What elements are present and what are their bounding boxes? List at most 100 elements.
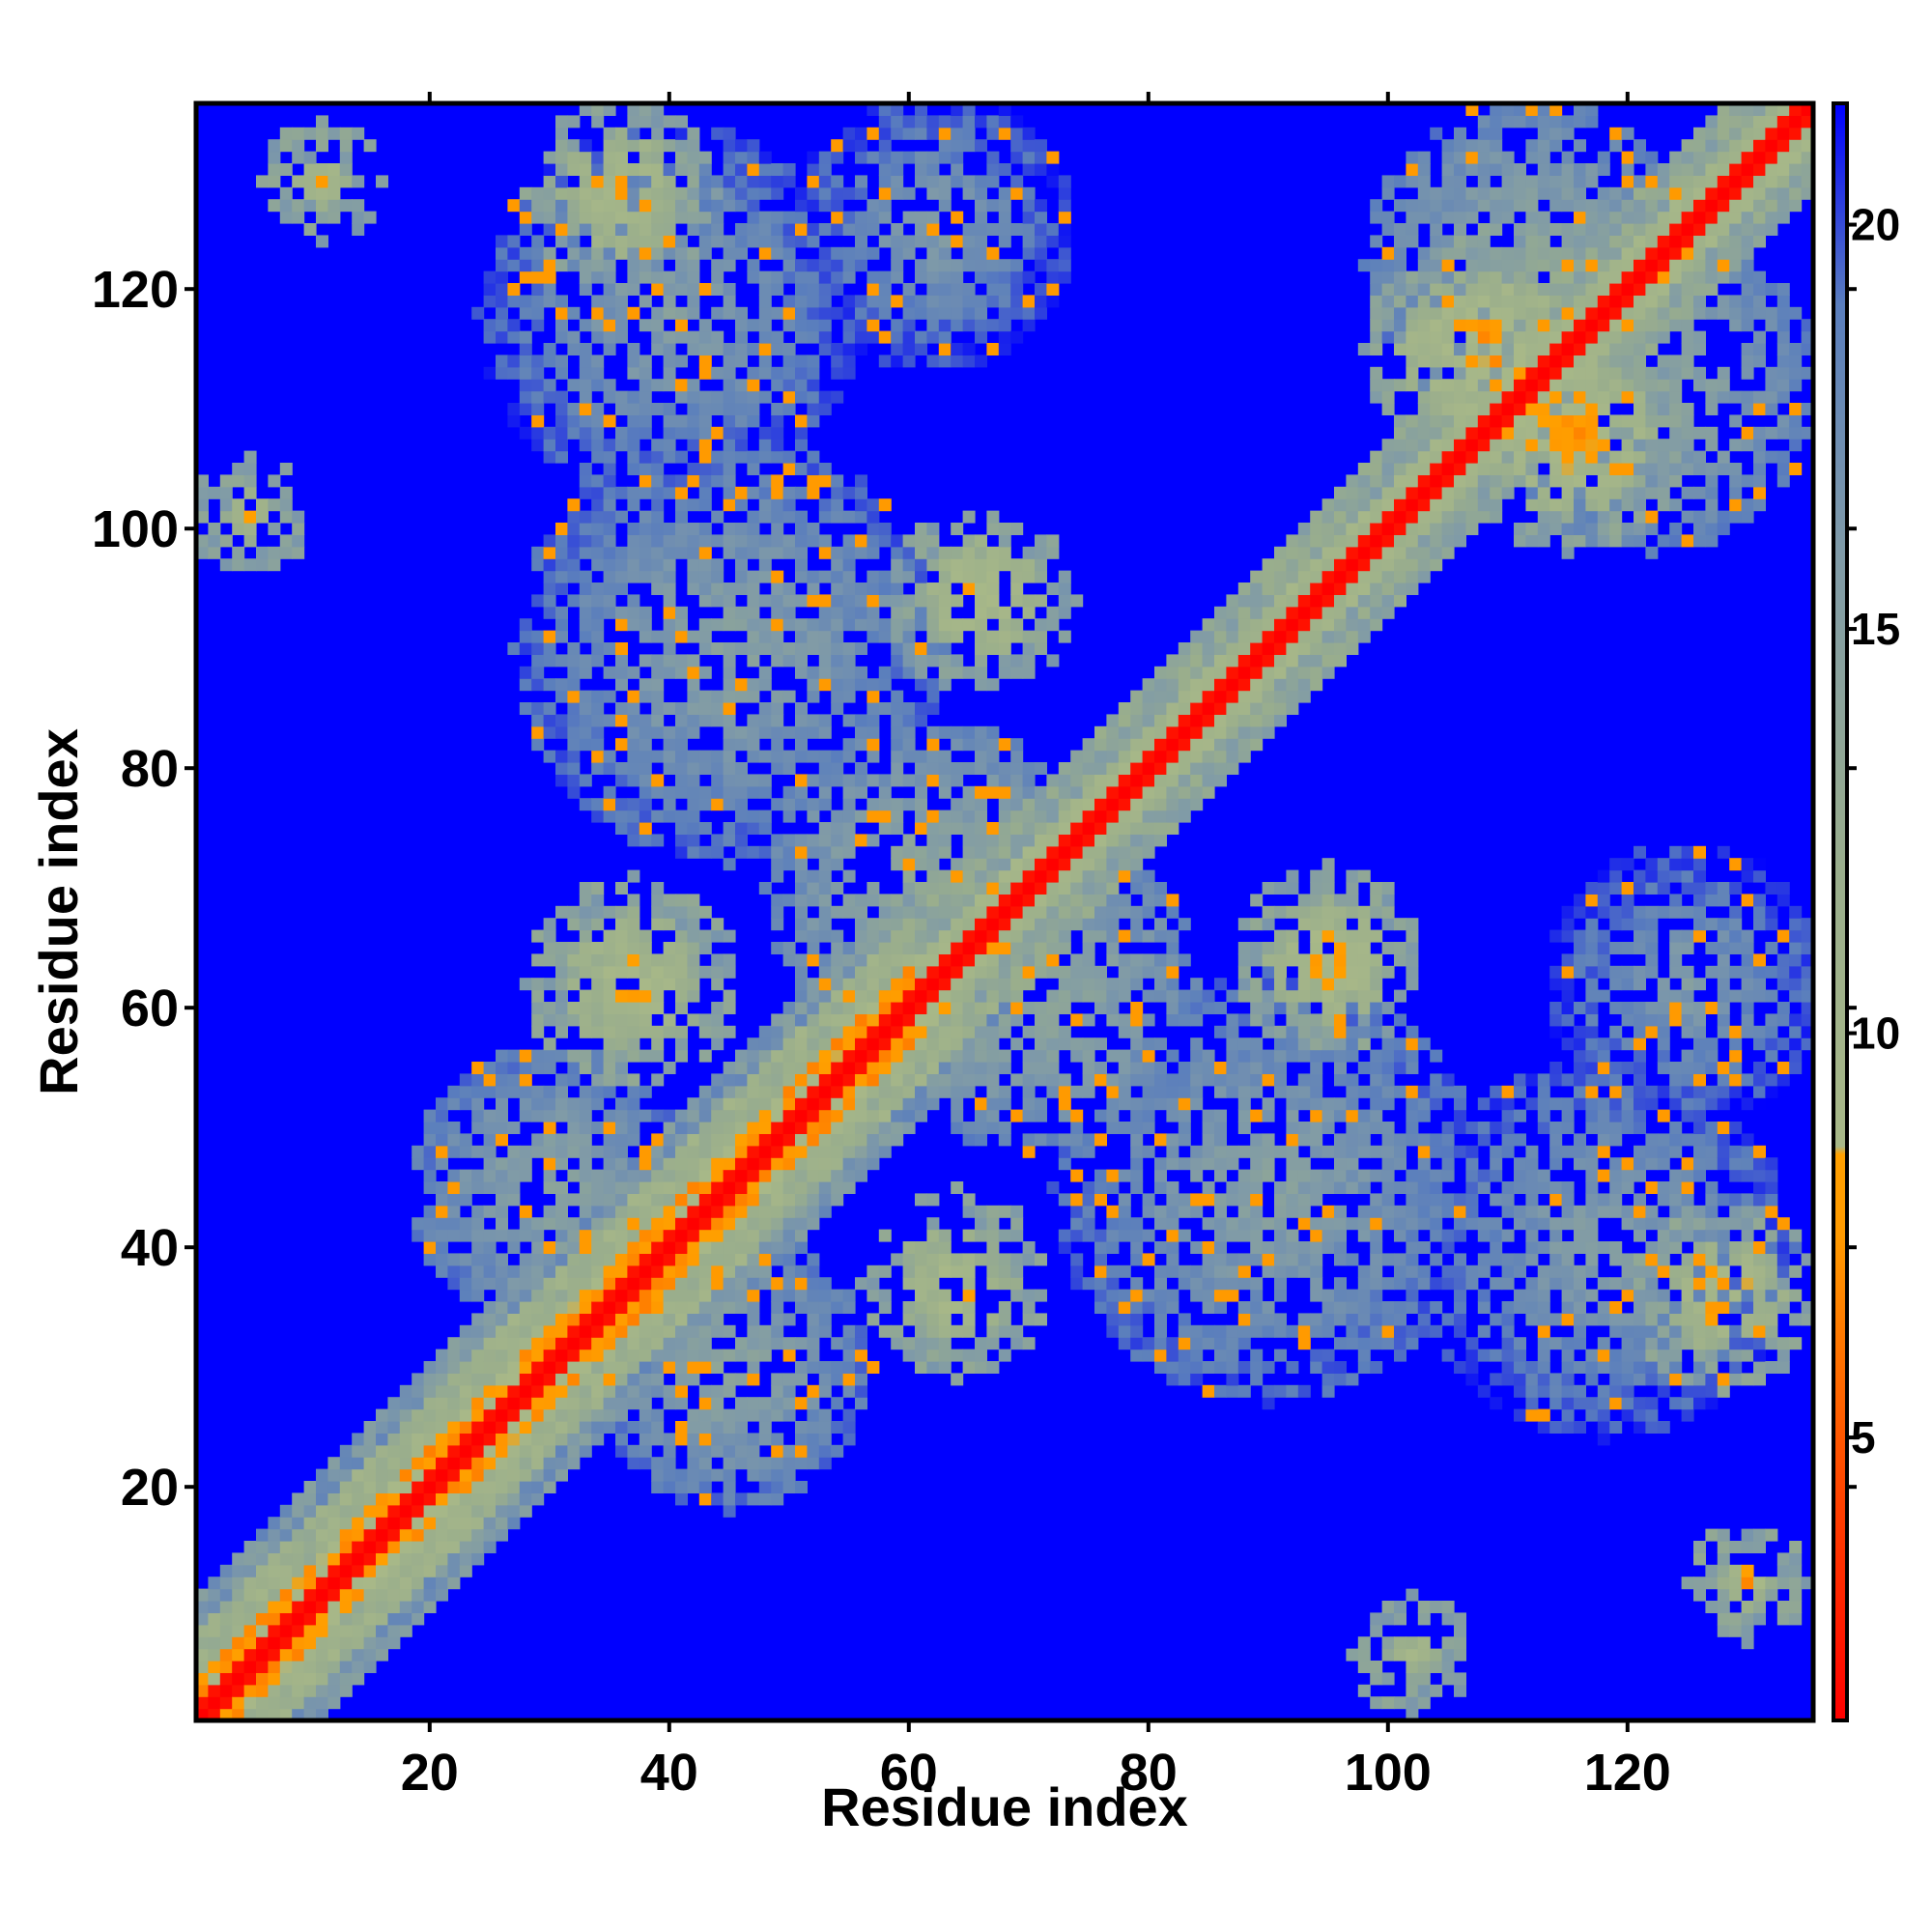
heatmap-cell [208,534,221,548]
heatmap-cell [327,1468,341,1482]
heatmap-cell [771,1313,784,1326]
heatmap-cell [1237,678,1251,692]
heatmap-cell [1142,690,1155,703]
heatmap-cell [735,1264,748,1278]
heatmap-cell [292,1504,305,1518]
heatmap-cell [603,965,616,979]
heatmap-cell [1082,1049,1095,1063]
heatmap-cell [1022,1109,1036,1122]
heatmap-cell [1010,1217,1024,1231]
heatmap-cell [867,978,880,991]
heatmap-cell [878,1037,892,1051]
heatmap-cell [975,1253,987,1266]
heatmap-cell [915,270,927,284]
heatmap-cell [591,690,605,703]
heatmap-cell [855,678,867,692]
heatmap-cell [1035,1062,1047,1074]
heatmap-cell [1106,989,1120,1003]
heatmap-cell [735,534,748,548]
heatmap-cell [878,1073,892,1087]
heatmap-cell [316,1684,328,1697]
heatmap-cell [651,1037,665,1051]
heatmap-cell [818,858,832,871]
heatmap-cell [591,523,605,535]
heatmap-cell [687,403,700,415]
heatmap-cell [303,1588,317,1602]
heatmap-cell [1082,1181,1095,1194]
heatmap-cell [842,1085,856,1098]
heatmap-cell [1166,1349,1179,1362]
heatmap-cell [1214,1205,1227,1218]
heatmap-cell [1202,1324,1215,1338]
heatmap-cell [423,1564,437,1577]
heatmap-cell [891,1037,904,1051]
heatmap-cell [831,570,844,583]
heatmap-cell [1082,1037,1095,1051]
heatmap-cell [615,1324,628,1338]
heatmap-cell [1237,1181,1251,1194]
heatmap-cell [735,1157,748,1171]
heatmap-cell [758,1037,772,1051]
heatmap-cell [807,845,820,859]
heatmap-cell [1046,1002,1060,1014]
heatmap-cell [316,139,328,153]
heatmap-cell [567,403,581,415]
heatmap-cell [711,1468,724,1482]
heatmap-cell [471,1492,485,1506]
heatmap-cell [711,1145,724,1158]
heatmap-cell [867,1109,880,1122]
heatmap-cell [842,582,856,595]
heatmap-cell [1046,965,1060,979]
heatmap-cell [1010,774,1024,787]
heatmap-cell [603,1205,616,1218]
heatmap-cell [352,1468,365,1482]
heatmap-cell [292,1564,305,1577]
heatmap-cell [603,1397,616,1410]
heatmap-cell [998,1349,1011,1362]
heatmap-cell [663,163,676,176]
heatmap-cell [1010,738,1024,752]
heatmap-cell [603,295,616,308]
heatmap-cell [782,1169,796,1182]
heatmap-cell [663,211,676,224]
heatmap-cell [902,246,916,260]
heatmap-cell [1130,905,1144,919]
heatmap-cell [807,869,820,883]
heatmap-cell [1178,953,1191,967]
heatmap-cell [1094,989,1107,1003]
heatmap-cell [735,1397,748,1410]
heatmap-cell [807,750,820,763]
heatmap-cell [902,606,916,619]
heatmap-cell [1214,702,1227,715]
heatmap-cell [986,1277,1000,1291]
heatmap-cell [675,1492,688,1506]
heatmap-cell [1262,690,1275,703]
heatmap-cell [818,1361,832,1374]
heatmap-cell [603,1193,616,1207]
heatmap-cell [771,211,784,224]
heatmap-cell [855,1373,867,1386]
heatmap-cell [1166,690,1179,703]
heatmap-cell [1070,894,1084,907]
heatmap-cell [651,978,665,991]
heatmap-cell [842,1062,856,1074]
heatmap-cell [579,905,592,919]
heatmap-cell [567,1361,581,1374]
heatmap-cell [951,270,964,284]
heatmap-cell [818,246,832,260]
heatmap-cell [975,882,987,895]
heatmap-cell [1262,1002,1275,1014]
heatmap-cell [339,1588,353,1602]
heatmap-cell [1046,235,1060,248]
heatmap-cell [1106,953,1120,967]
heatmap-cell [639,978,652,991]
heatmap-cell [651,474,665,488]
heatmap-cell [232,1588,245,1602]
heatmap-cell [279,1648,293,1662]
heatmap-cell [615,1313,628,1326]
heatmap-cell [496,355,508,368]
heatmap-cell [603,1085,616,1098]
heatmap-cell [711,714,724,727]
heatmap-cell [1178,1002,1191,1014]
